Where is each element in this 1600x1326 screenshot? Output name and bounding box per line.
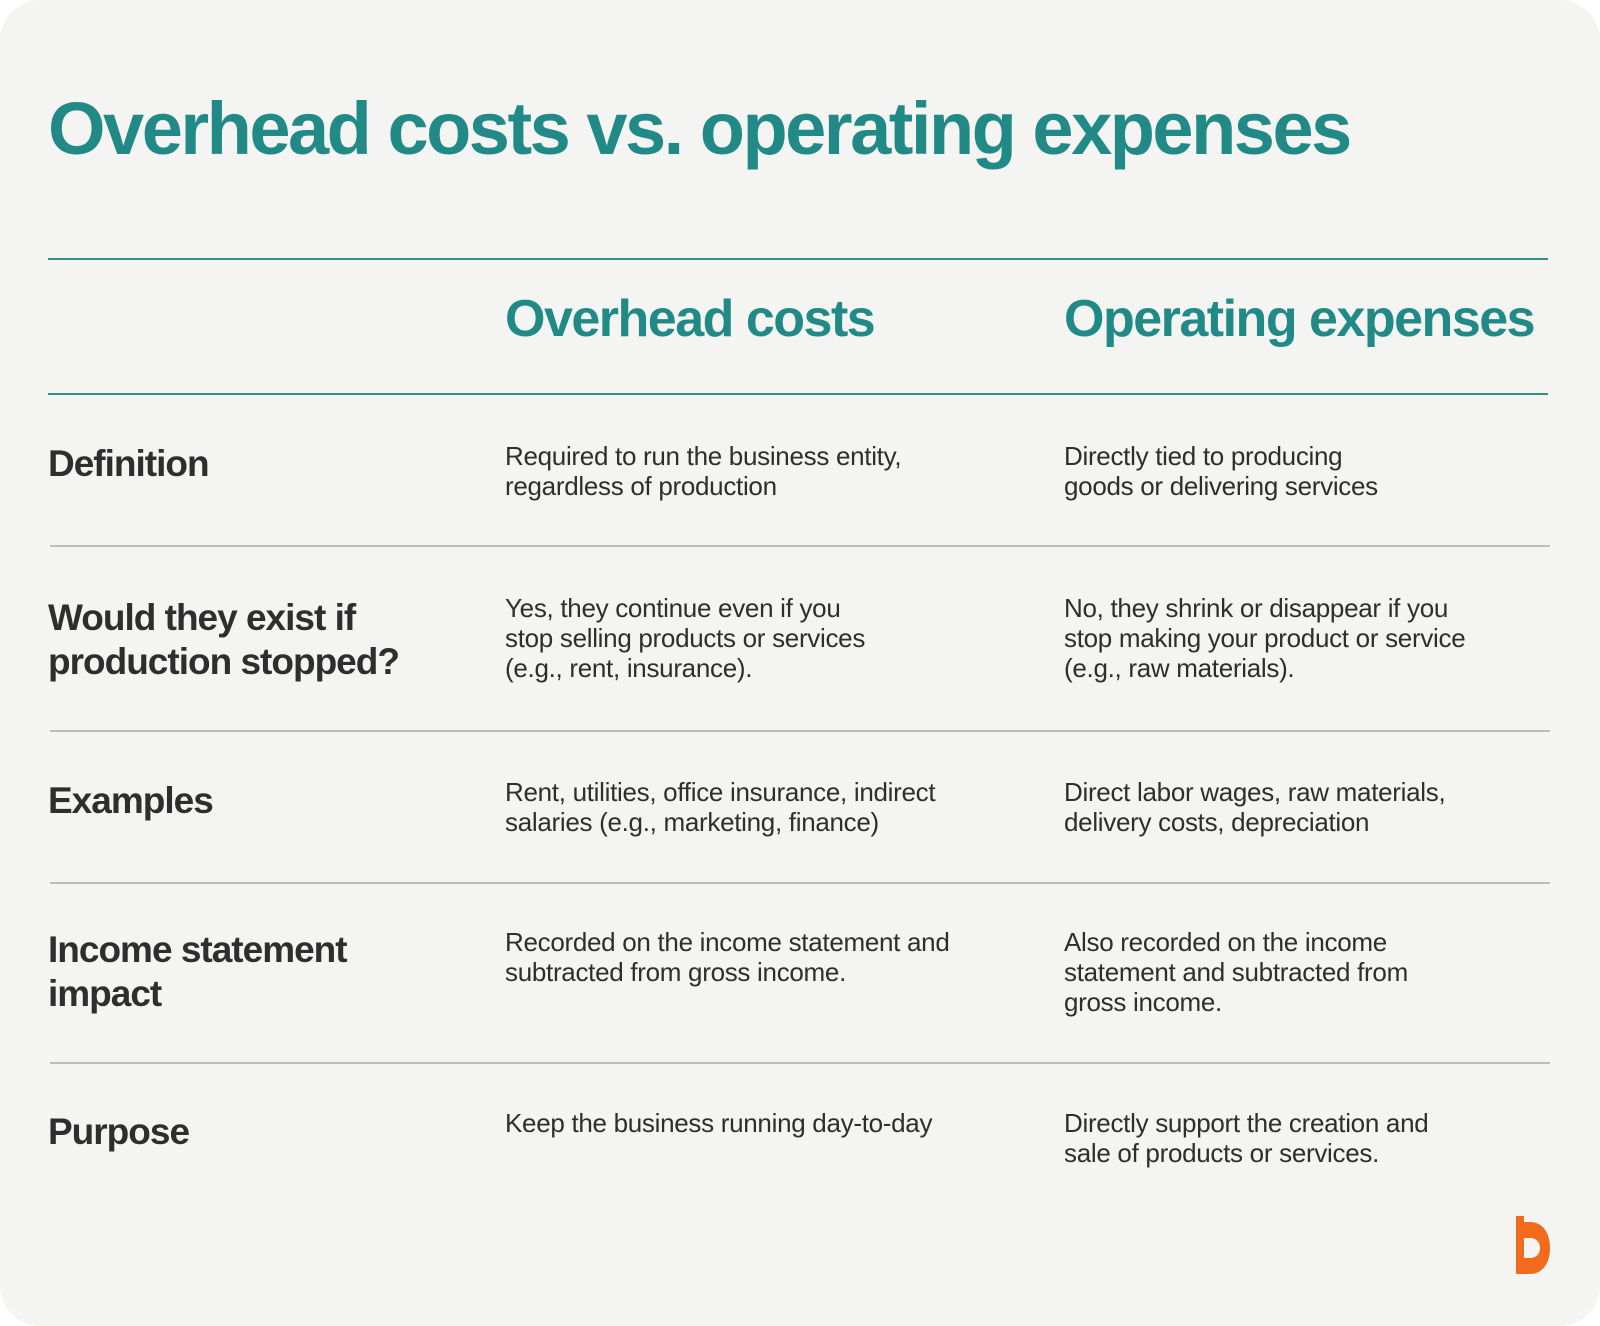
page-title: Overhead costs vs. operating expenses [48, 87, 1352, 170]
column-header-overhead: Overhead costs [505, 290, 876, 348]
row-label-examples: Examples [48, 780, 214, 821]
cell-overhead-income-statement: Recorded on the income statement and sub… [505, 927, 950, 987]
header-top-divider [48, 258, 1548, 260]
column-header-operating: Operating expenses [1064, 290, 1536, 348]
row-label-existence: Would they exist if production stopped? [48, 597, 400, 682]
cell-overhead-purpose: Keep the business running day-to-day [505, 1108, 933, 1138]
header-bottom-divider [48, 393, 1548, 395]
row-divider [50, 1062, 1550, 1064]
row-label-income-statement: Income statement impact [48, 929, 348, 1014]
cell-overhead-existence: Yes, they continue even if you stop sell… [505, 593, 866, 683]
row-label-definition: Definition [48, 443, 210, 484]
cell-operating-purpose: Directly support the creation and sale o… [1064, 1108, 1429, 1168]
cell-operating-income-statement: Also recorded on the income statement an… [1064, 927, 1408, 1017]
cell-operating-existence: No, they shrink or disappear if you stop… [1064, 593, 1466, 683]
cell-overhead-definition: Required to run the business entity, reg… [505, 441, 902, 501]
brand-b-logo-icon [1516, 1216, 1550, 1274]
cell-operating-definition: Directly tied to producing goods or deli… [1064, 441, 1378, 501]
cell-operating-examples: Direct labor wages, raw materials, deliv… [1064, 777, 1446, 837]
row-divider [50, 730, 1550, 732]
cell-overhead-examples: Rent, utilities, office insurance, indir… [505, 777, 936, 837]
row-divider [50, 545, 1550, 547]
row-label-purpose: Purpose [48, 1111, 190, 1152]
row-divider [50, 882, 1550, 884]
